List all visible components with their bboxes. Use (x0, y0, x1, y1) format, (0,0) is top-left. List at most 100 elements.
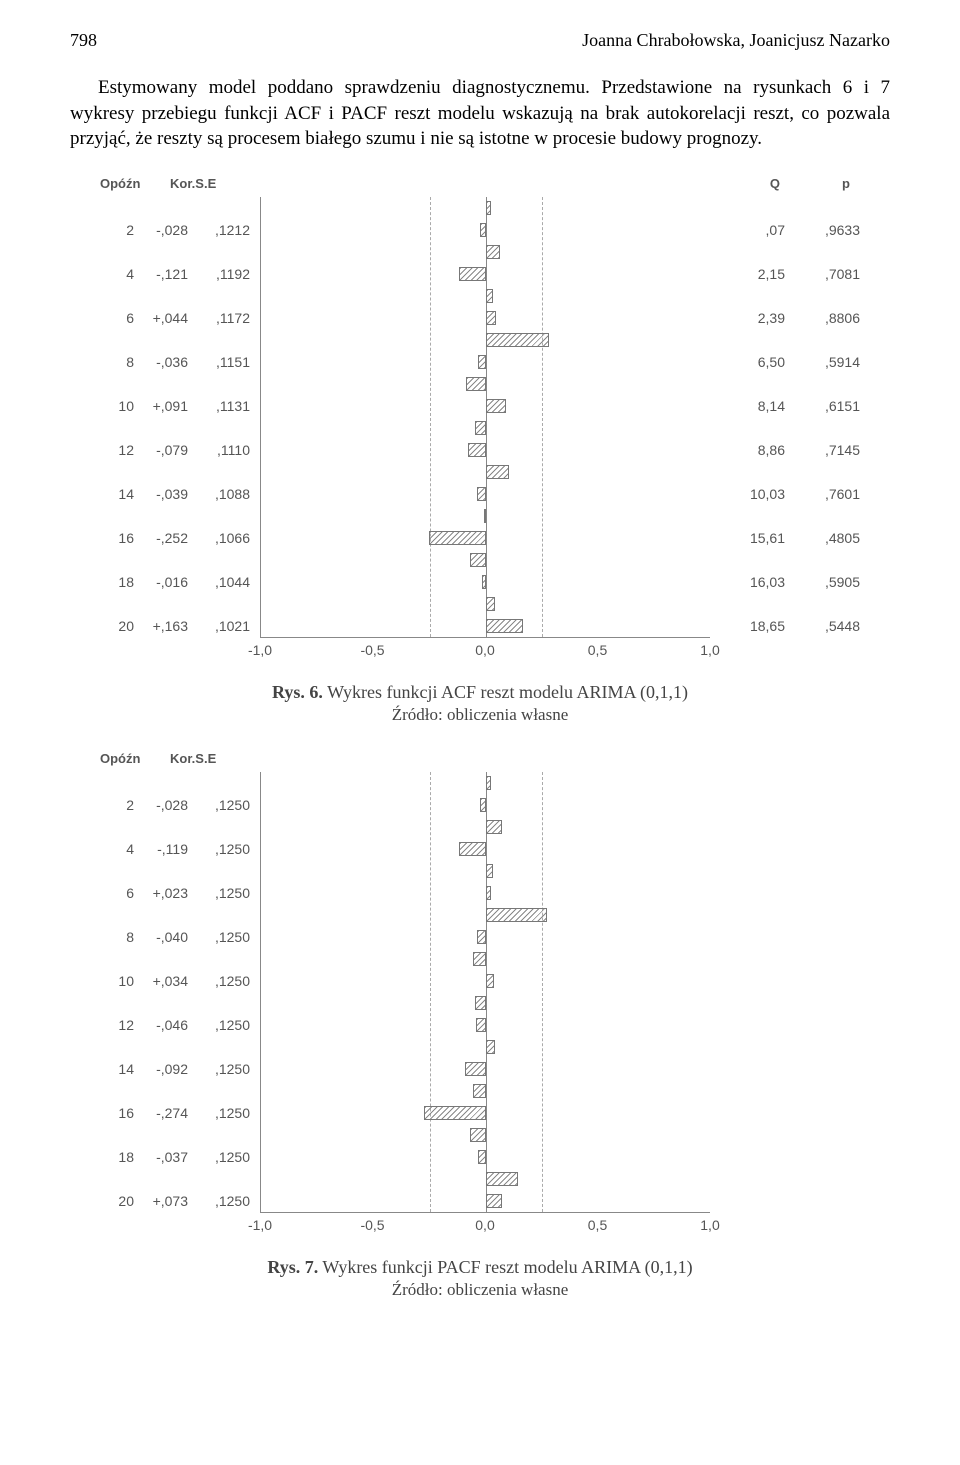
acf-bar (486, 399, 506, 413)
acf-bar (476, 1018, 486, 1032)
x-tick: 0,0 (475, 642, 494, 658)
data-row (710, 794, 860, 816)
data-row: 4-,119,1250 (100, 838, 260, 860)
data-row (100, 1080, 260, 1102)
acf-bar (475, 996, 486, 1010)
data-row (710, 970, 860, 992)
x-tick: 0,0 (475, 1217, 494, 1233)
x-tick: -1,0 (248, 1217, 272, 1233)
figure-7: Opóźn Kor.S.E 2-,028,12504-,119,12506+,0… (70, 751, 890, 1300)
data-row (710, 1058, 860, 1080)
data-row: 16-,274,1250 (100, 1102, 260, 1124)
fig6-h-lag: Opóźn (100, 176, 170, 191)
fig7-xaxis: -1,0-0,50,00,51,0 (260, 1213, 710, 1239)
x-tick: -1,0 (248, 642, 272, 658)
acf-bar (486, 619, 523, 633)
fig6-h-p: p (780, 176, 860, 191)
data-row: 8-,036,1151 (100, 351, 260, 373)
data-row (710, 992, 860, 1014)
data-row: 18-,037,1250 (100, 1146, 260, 1168)
x-tick: 1,0 (700, 1217, 719, 1233)
acf-bar (477, 487, 486, 501)
data-row (100, 948, 260, 970)
data-row (710, 373, 860, 395)
acf-bar (429, 531, 486, 545)
data-row (710, 882, 860, 904)
acf-bar (470, 1128, 486, 1142)
data-row (100, 197, 260, 219)
data-row (710, 1146, 860, 1168)
acf-bar (486, 245, 500, 259)
fig6-plot (260, 197, 710, 638)
acf-bar (486, 776, 491, 790)
acf-bar (486, 289, 493, 303)
data-row: 2-,028,1250 (100, 794, 260, 816)
acf-bar (482, 575, 486, 589)
data-row: 2-,028,1212 (100, 219, 260, 241)
data-row: 15,61,4805 (710, 527, 860, 549)
acf-bar (473, 952, 487, 966)
acf-bar (475, 421, 486, 435)
acf-bar (480, 223, 486, 237)
data-row (710, 461, 860, 483)
data-row (100, 904, 260, 926)
data-row (710, 860, 860, 882)
data-row: 10+,034,1250 (100, 970, 260, 992)
data-row (100, 1036, 260, 1058)
acf-bar (459, 267, 486, 281)
data-row: 20+,163,1021 (100, 615, 260, 637)
acf-bar (486, 1040, 495, 1054)
data-row (710, 285, 860, 307)
fig7-source: Źródło: obliczenia własne (70, 1280, 890, 1300)
data-row (100, 549, 260, 571)
data-row (710, 241, 860, 263)
acf-bar (486, 333, 549, 347)
data-row (710, 1168, 860, 1190)
acf-bar (477, 930, 486, 944)
data-row (100, 417, 260, 439)
acf-bar (486, 886, 491, 900)
data-row (710, 329, 860, 351)
acf-bar (486, 311, 496, 325)
fig6-header: Opóźn Kor.S.E Q p (100, 176, 860, 191)
acf-bar (459, 842, 486, 856)
x-tick: -0,5 (360, 1217, 384, 1233)
data-row (100, 373, 260, 395)
data-row: 8,14,6151 (710, 395, 860, 417)
x-tick: 1,0 (700, 642, 719, 658)
page-header: 798 Joanna Chrabołowska, Joanicjusz Naza… (70, 30, 890, 51)
acf-bar (486, 201, 491, 215)
data-row (100, 860, 260, 882)
page-number: 798 (70, 30, 97, 51)
data-row (710, 1190, 860, 1212)
fig7-plot (260, 772, 710, 1213)
acf-bar (484, 509, 486, 523)
acf-bar (470, 553, 486, 567)
fig7-header: Opóźn Kor.S.E (100, 751, 860, 766)
acf-bar (486, 820, 502, 834)
data-row: 18,65,5448 (710, 615, 860, 637)
data-row (100, 1124, 260, 1146)
fig7-h-lag: Opóźn (100, 751, 170, 766)
data-row (710, 549, 860, 571)
acf-bar (478, 355, 486, 369)
acf-bar (486, 1172, 518, 1186)
fig6-source: Źródło: obliczenia własne (70, 705, 890, 725)
acf-bar (473, 1084, 487, 1098)
acf-bar (466, 377, 486, 391)
acf-bar (486, 465, 509, 479)
data-row: 4-,121,1192 (100, 263, 260, 285)
acf-bar (486, 864, 493, 878)
acf-bar (486, 1194, 502, 1208)
data-row (710, 838, 860, 860)
data-row (710, 417, 860, 439)
data-row: 16,03,5905 (710, 571, 860, 593)
data-row: 6+,044,1172 (100, 307, 260, 329)
data-row (710, 1124, 860, 1146)
x-tick: -0,5 (360, 642, 384, 658)
data-row (710, 948, 860, 970)
data-row (100, 285, 260, 307)
data-row: ,07,9633 (710, 219, 860, 241)
data-row (100, 505, 260, 527)
data-row (100, 329, 260, 351)
